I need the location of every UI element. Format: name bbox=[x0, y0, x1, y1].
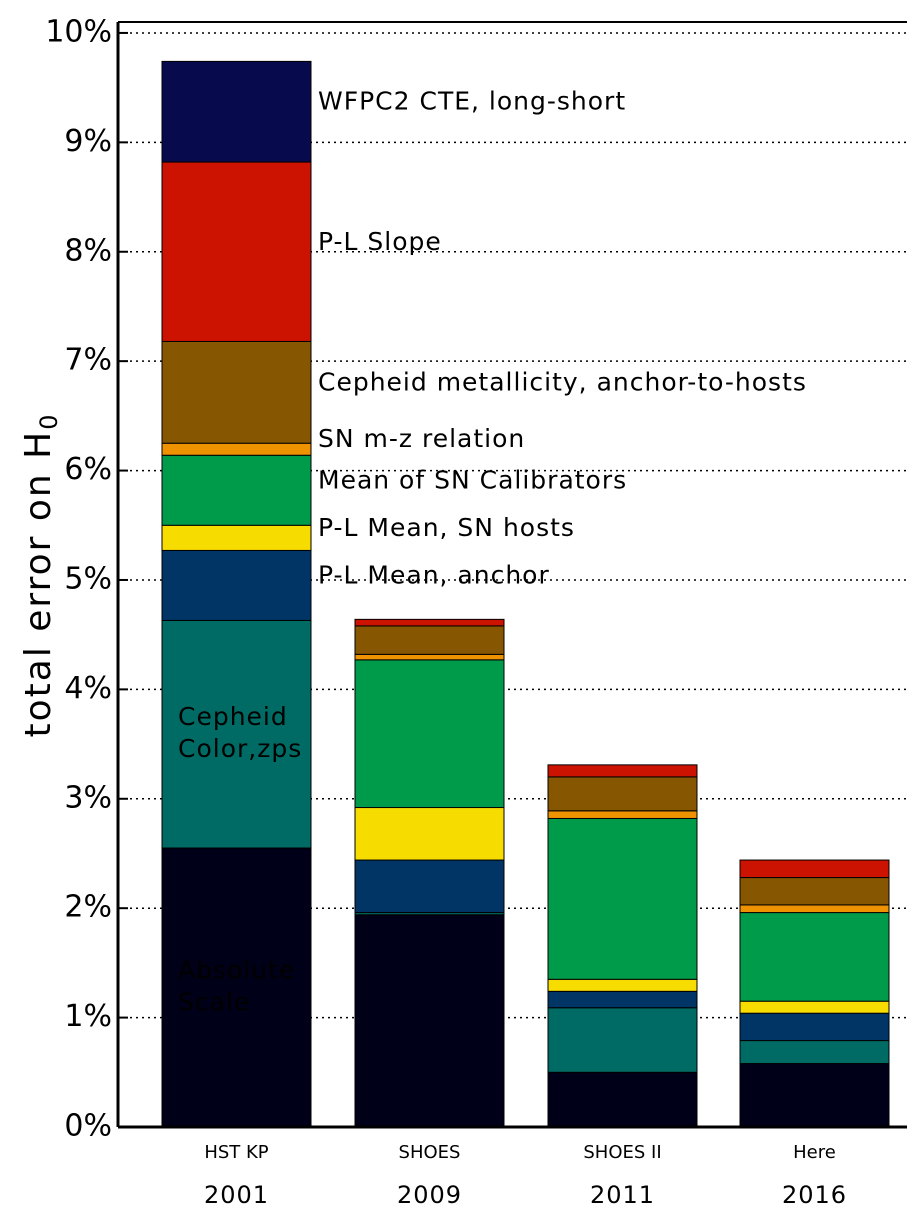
bar-segment bbox=[161, 442, 312, 456]
y-tick-label: 2% bbox=[64, 890, 112, 925]
bar-segment bbox=[739, 1040, 890, 1065]
x-tick-year: 2001 bbox=[204, 1181, 269, 1209]
series-label: Cepheid metallicity, anchor-to-hosts bbox=[318, 367, 807, 396]
y-axis-label: total error on H0 bbox=[18, 413, 63, 738]
y-axis-label-subscript: 0 bbox=[35, 413, 63, 430]
bar-segment bbox=[739, 904, 890, 914]
bar-segment bbox=[354, 625, 505, 655]
bar-segment bbox=[547, 978, 698, 992]
bar-segment bbox=[547, 990, 698, 1009]
y-tick-label: 10% bbox=[45, 14, 112, 49]
y-tick-label: 1% bbox=[64, 999, 112, 1034]
y-tick-label: 4% bbox=[64, 671, 112, 706]
bar-segment bbox=[161, 161, 312, 342]
bar-segment bbox=[547, 1007, 698, 1073]
bar-segment bbox=[547, 1071, 698, 1128]
bar-segment bbox=[739, 859, 890, 879]
y-tick-label: 3% bbox=[64, 780, 112, 815]
bar-segment bbox=[354, 807, 505, 861]
x-tick-label: Here bbox=[793, 1142, 836, 1163]
series-label: Scale bbox=[178, 988, 250, 1017]
bar-segment bbox=[161, 340, 312, 444]
series-label: P-L Slope bbox=[318, 227, 442, 256]
series-label: Cepheid bbox=[178, 702, 288, 731]
y-tick-label: 5% bbox=[64, 561, 112, 596]
bar-segment bbox=[161, 619, 312, 849]
series-label: WFPC2 CTE, long-short bbox=[318, 87, 626, 116]
bar-segment bbox=[547, 817, 698, 980]
bar-segment bbox=[354, 618, 505, 627]
y-tick-label: 6% bbox=[64, 452, 112, 487]
bar-segment bbox=[161, 549, 312, 621]
x-tick-year: 2011 bbox=[590, 1181, 655, 1209]
x-tick-label: SHOES II bbox=[583, 1142, 661, 1163]
bar-segment bbox=[547, 776, 698, 812]
series-label: P-L Mean, anchor bbox=[318, 560, 550, 589]
bar-segment bbox=[354, 859, 505, 914]
x-tick-year: 2016 bbox=[782, 1181, 847, 1209]
bar-segment bbox=[547, 764, 698, 778]
y-tick-label: 0% bbox=[64, 1109, 112, 1144]
y-tick-label: 9% bbox=[64, 124, 112, 159]
bar-segment bbox=[354, 653, 505, 661]
bar-segment bbox=[739, 912, 890, 1002]
bar-segment bbox=[354, 914, 505, 1128]
bar-segment bbox=[547, 810, 698, 819]
series-label: Absolute bbox=[178, 956, 295, 985]
bar-segment bbox=[739, 877, 890, 906]
bar-segment bbox=[161, 60, 312, 163]
series-label: Color,zps bbox=[178, 734, 302, 763]
bar-segment bbox=[161, 454, 312, 526]
x-tick-year: 2009 bbox=[397, 1181, 462, 1209]
x-tick-label: SHOES bbox=[399, 1142, 461, 1163]
bar-segment bbox=[354, 659, 505, 809]
bar-segment bbox=[739, 1063, 890, 1128]
series-label: Mean of SN Calibrators bbox=[318, 465, 627, 494]
bar-segment bbox=[739, 1012, 890, 1042]
y-axis-label-text: total error on H bbox=[18, 430, 59, 738]
bar-segment bbox=[739, 1000, 890, 1014]
x-tick-label: HST KP bbox=[204, 1142, 268, 1163]
series-label: P-L Mean, SN hosts bbox=[318, 513, 575, 542]
bar-segment bbox=[161, 847, 312, 1128]
y-tick-label: 8% bbox=[64, 233, 112, 268]
y-tick-label: 7% bbox=[64, 343, 112, 378]
bar-segment bbox=[161, 524, 312, 551]
series-label: SN m-z relation bbox=[318, 424, 525, 453]
